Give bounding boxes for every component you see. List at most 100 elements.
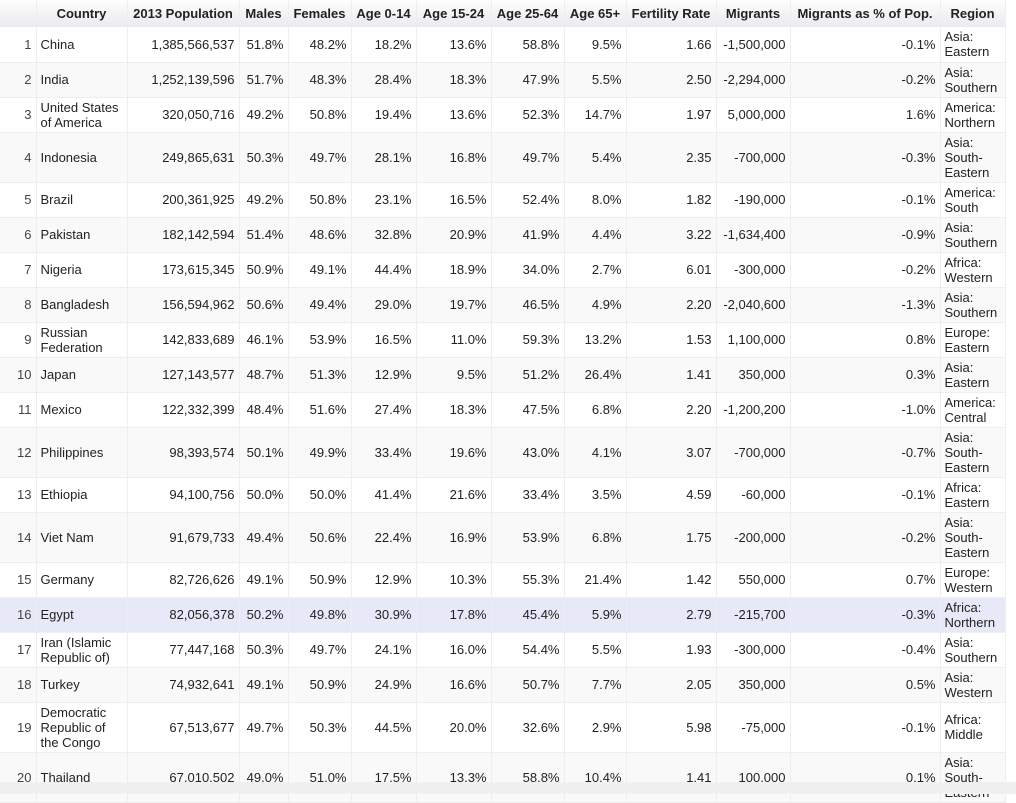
cell-age-15-24: 18.3%	[416, 62, 492, 98]
cell-region: Europe: Eastern	[940, 322, 1006, 358]
cell-migrants: -200,000	[716, 512, 791, 563]
column-header-region[interactable]: Region	[940, 0, 1006, 27]
cell-age-65-plus: 26.4%	[564, 357, 627, 393]
cell-males: 50.1%	[239, 427, 289, 478]
column-header-migrants-percent[interactable]: Migrants as % of Pop.	[790, 0, 941, 27]
column-header-fertility-rate[interactable]: Fertility Rate	[626, 0, 717, 27]
cell-males: 50.6%	[239, 287, 289, 323]
cell-migrants-percent: 1.6%	[790, 97, 941, 133]
table-row[interactable]: 4 Indonesia 249,865,631 50.3% 49.7% 28.1% 16.8…	[0, 132, 1006, 183]
column-header-age-65-plus[interactable]: Age 65+	[564, 0, 627, 27]
table-row[interactable]: 8 Bangladesh 156,594,962 50.6% 49.4% 29.0% 19.…	[0, 287, 1006, 323]
column-header-age-25-64[interactable]: Age 25-64	[491, 0, 565, 27]
cell-age-65-plus: 2.7%	[564, 252, 627, 288]
cell-region: America: Central	[940, 392, 1006, 428]
table-row[interactable]: 11 Mexico 122,332,399 48.4% 51.6% 27.4% 18.3% 4…	[0, 392, 1006, 428]
cell-fertility-rate: 1.75	[626, 512, 717, 563]
cell-age-15-24: 19.6%	[416, 427, 492, 478]
cell-population: 74,932,641	[127, 667, 240, 703]
cell-age-0-14: 19.4%	[351, 97, 417, 133]
cell-region: Europe: Western	[940, 562, 1006, 598]
cell-migrants-percent: -0.2%	[790, 252, 941, 288]
cell-age-65-plus: 4.1%	[564, 427, 627, 478]
cell-age-15-24: 11.0%	[416, 322, 492, 358]
cell-region: Asia: Western	[940, 667, 1006, 703]
cell-region: Asia: Eastern	[940, 27, 1006, 63]
cell-migrants-percent: 0.5%	[790, 667, 941, 703]
cell-age-65-plus: 6.8%	[564, 512, 627, 563]
cell-males: 49.2%	[239, 97, 289, 133]
table-row[interactable]: 10 Japan 127,143,577 48.7% 51.3% 12.9% 9.5% 51.…	[0, 357, 1006, 393]
cell-migrants: 350,000	[716, 357, 791, 393]
table-row[interactable]: 13 Ethiopia 94,100,756 50.0% 50.0% 41.4% 21.6%…	[0, 477, 1006, 513]
column-header-age-0-14[interactable]: Age 0-14	[351, 0, 417, 27]
column-header-population[interactable]: 2013 Population	[127, 0, 240, 27]
cell-age-0-14: 30.9%	[351, 597, 417, 633]
table-row[interactable]: 18 Turkey 74,932,641 49.1% 50.9% 24.9% 16.6% 50…	[0, 667, 1006, 703]
cell-migrants: -1,634,400	[716, 217, 791, 253]
cell-age-15-24: 16.5%	[416, 182, 492, 218]
column-header-males[interactable]: Males	[239, 0, 289, 27]
cell-population: 156,594,962	[127, 287, 240, 323]
table-row[interactable]: 19 Democratic Republic of the Congo 67,513…	[0, 702, 1006, 753]
cell-migrants: 550,000	[716, 562, 791, 598]
cell-females: 49.7%	[288, 132, 352, 183]
column-header-age-15-24[interactable]: Age 15-24	[416, 0, 492, 27]
cell-migrants-percent: 0.7%	[790, 562, 941, 598]
cell-age-15-24: 19.7%	[416, 287, 492, 323]
cell-age-65-plus: 5.5%	[564, 62, 627, 98]
cell-fertility-rate: 1.82	[626, 182, 717, 218]
cell-migrants: -300,000	[716, 252, 791, 288]
cell-migrants-percent: -0.1%	[790, 477, 941, 513]
table-row[interactable]: 16 Egypt 82,056,378 50.2% 49.8% 30.9% 17.8% 45.…	[0, 597, 1006, 633]
table-row[interactable]: 15 Germany 82,726,626 49.1% 50.9% 12.9% 10.3% 5…	[0, 562, 1006, 598]
horizontal-scrollbar[interactable]	[0, 782, 1016, 794]
table-row[interactable]: 14 Viet Nam 91,679,733 49.4% 50.6% 22.4% 16.9%…	[0, 512, 1006, 563]
column-header-country[interactable]: Country	[36, 0, 128, 27]
cell-population: 67,513,677	[127, 702, 240, 753]
cell-age-15-24: 13.6%	[416, 27, 492, 63]
cell-age-65-plus: 10.4%	[564, 752, 627, 803]
cell-country: Ethiopia	[36, 477, 128, 513]
cell-region: Asia: South-Eastern	[940, 512, 1006, 563]
header-row: Country 2013 Population Males Females Age 0-…	[0, 0, 1006, 27]
cell-females: 50.3%	[288, 702, 352, 753]
column-header-migrants[interactable]: Migrants	[716, 0, 791, 27]
cell-age-0-14: 44.5%	[351, 702, 417, 753]
cell-age-65-plus: 5.4%	[564, 132, 627, 183]
table-row[interactable]: 12 Philippines 98,393,574 50.1% 49.9% 33.4% 19…	[0, 427, 1006, 478]
cell-region: America: South	[940, 182, 1006, 218]
cell-migrants-percent: 0.8%	[790, 322, 941, 358]
table-row[interactable]: 20 Thailand 67,010,502 49.0% 51.0% 17.5% 13.3%…	[0, 752, 1006, 803]
cell-migrants-percent: -0.4%	[790, 632, 941, 668]
table-row[interactable]: 1 China 1,385,566,537 51.8% 48.2% 18.2% 13.6% 5…	[0, 27, 1006, 63]
table-row[interactable]: 3 United States of America 320,050,716 49.2…	[0, 97, 1006, 133]
cell-country: Iran (Islamic Republic of)	[36, 632, 128, 668]
cell-age-25-64: 41.9%	[491, 217, 565, 253]
cell-age-0-14: 28.1%	[351, 132, 417, 183]
cell-age-65-plus: 5.9%	[564, 597, 627, 633]
cell-country: Egypt	[36, 597, 128, 633]
cell-age-25-64: 33.4%	[491, 477, 565, 513]
cell-population: 182,142,594	[127, 217, 240, 253]
column-header-females[interactable]: Females	[288, 0, 352, 27]
cell-migrants-percent: 0.1%	[790, 752, 941, 803]
cell-row-index: 4	[0, 132, 37, 183]
cell-region: Asia: Eastern	[940, 357, 1006, 393]
column-header-row-index[interactable]	[0, 0, 37, 27]
cell-country: Turkey	[36, 667, 128, 703]
cell-country: Russian Federation	[36, 322, 128, 358]
cell-age-15-24: 10.3%	[416, 562, 492, 598]
table-row[interactable]: 17 Iran (Islamic Republic of) 77,447,168 50…	[0, 632, 1006, 668]
table-row[interactable]: 5 Brazil 200,361,925 49.2% 50.8% 23.1% 16.5% 52…	[0, 182, 1006, 218]
table-row[interactable]: 7 Nigeria 173,615,345 50.9% 49.1% 44.4% 18.9% 3…	[0, 252, 1006, 288]
cell-age-15-24: 20.0%	[416, 702, 492, 753]
cell-country: Nigeria	[36, 252, 128, 288]
table-row[interactable]: 2 India 1,252,139,596 51.7% 48.3% 28.4% 18.3% 4…	[0, 62, 1006, 98]
cell-age-0-14: 32.8%	[351, 217, 417, 253]
table-row[interactable]: 9 Russian Federation 142,833,689 46.1% 53.9%…	[0, 322, 1006, 358]
cell-country: Germany	[36, 562, 128, 598]
cell-population: 320,050,716	[127, 97, 240, 133]
cell-country: Bangladesh	[36, 287, 128, 323]
table-row[interactable]: 6 Pakistan 182,142,594 51.4% 48.6% 32.8% 20.9%…	[0, 217, 1006, 253]
